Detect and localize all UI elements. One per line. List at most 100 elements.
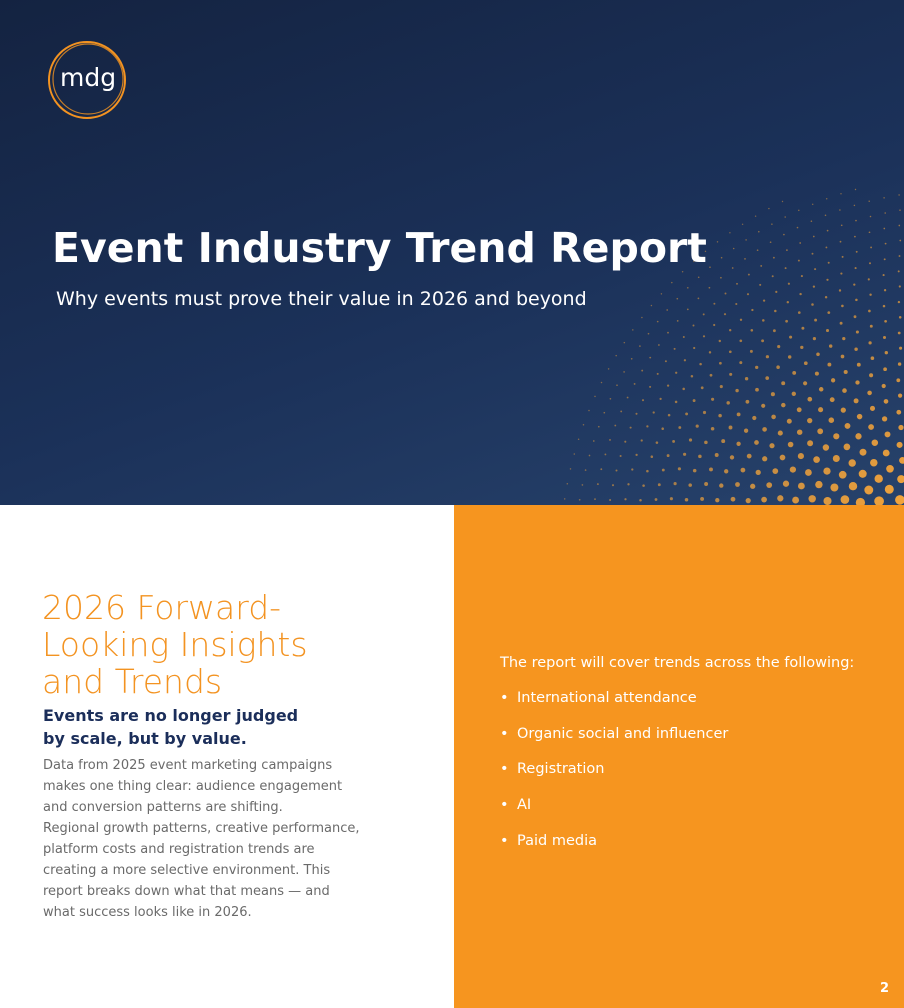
dot [815,480,823,489]
dot [690,375,694,378]
dot [867,390,872,396]
dot [646,425,649,428]
dot [609,438,611,441]
dot [683,452,687,456]
dot [796,226,799,229]
dot [672,439,676,443]
hero-banner: mdg Event Industry Trend Report Why even… [0,0,904,505]
dot [635,453,638,457]
dot [632,329,634,331]
dot [642,484,645,487]
dot [719,361,722,365]
dot [884,351,888,355]
dot [789,466,797,473]
dot [744,377,749,381]
dot [824,295,828,299]
bullet-dot: • [500,797,509,814]
dot [828,344,833,348]
dot [718,413,722,418]
dot [781,381,786,386]
dot [787,441,794,448]
dot [735,482,740,487]
dot [786,249,788,251]
dot [812,235,815,238]
dot [869,405,876,411]
dot [772,256,775,259]
dot [745,399,750,404]
dot [883,289,887,292]
dot [582,424,585,426]
dot [762,427,767,432]
dot [735,302,738,306]
logo-circle [48,41,126,119]
dot [749,349,753,353]
dot [708,351,712,354]
dot [818,387,824,392]
dot [676,320,679,322]
dot [709,373,713,377]
dot [747,273,750,276]
dot [656,320,659,323]
dot [792,496,800,504]
dot [854,347,858,351]
dot [856,413,863,420]
dot [724,469,729,474]
dot [596,483,599,486]
dot [641,316,643,319]
dot [683,359,687,362]
coverage-item: • Organic social and influencer [500,726,728,742]
dot [823,496,832,505]
dot [816,352,820,357]
dot [739,361,743,365]
dot [702,335,706,338]
coverage-item: • Registration [500,761,604,777]
dot [768,207,770,210]
dot [853,315,857,319]
dot [641,369,644,372]
dot [899,239,902,242]
dot [787,282,790,285]
dot [853,204,856,207]
dot [796,407,802,413]
dot [704,250,707,253]
dot [762,299,766,302]
section-heading: Looking Insights [42,625,308,664]
dot [724,292,727,295]
dot [801,326,805,330]
dot [620,410,623,413]
dot [886,464,894,473]
dot [563,498,566,500]
dot [856,362,861,367]
dot [647,332,650,335]
dot [882,274,885,277]
dot [697,297,700,300]
dot [729,329,732,332]
body-text: what success looks like in 2026. [43,905,252,920]
dot [716,241,719,243]
dot [667,413,671,417]
dot [828,417,835,423]
dot [786,418,792,424]
dot [869,373,874,378]
dot [813,456,820,463]
dot [882,304,886,308]
dot [594,395,596,398]
dot [736,441,741,446]
dot [843,443,851,451]
item-text: International attendance [517,690,697,706]
dot [882,335,887,340]
dot [682,336,685,338]
dot [776,365,780,369]
dot [883,367,887,372]
dot [832,455,840,462]
dot [750,329,754,332]
dot [751,308,754,312]
dot [762,456,768,462]
dot [805,469,812,476]
dot [897,362,902,366]
dot [833,433,840,440]
dot [739,339,743,343]
dot [664,360,667,363]
dot [673,347,676,350]
dot [898,424,904,431]
